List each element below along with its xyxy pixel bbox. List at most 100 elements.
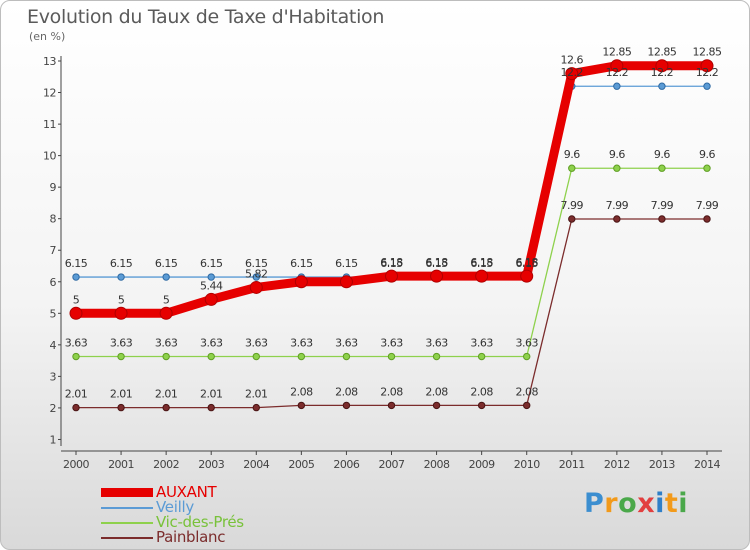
brand-letter: x: [637, 488, 656, 519]
data-point: [252, 352, 260, 361]
data-label: 2.01: [65, 388, 88, 401]
data-point: [249, 280, 263, 294]
data-point: [430, 269, 444, 283]
data-point: [477, 352, 486, 361]
data-point: [703, 215, 711, 223]
y-tick-label: 5: [50, 307, 57, 320]
legend-swatch: [101, 507, 153, 509]
data-label: 12.6: [561, 54, 584, 67]
data-point: [658, 215, 666, 223]
data-point: [162, 273, 170, 281]
data-label: 5: [163, 293, 170, 306]
data-label: 6.18: [425, 256, 448, 269]
data-point: [387, 401, 396, 410]
y-tick-label: 11: [43, 118, 56, 131]
data-label: 6.15: [155, 257, 178, 270]
data-label: 6.15: [200, 257, 223, 270]
chart-title: Evolution du Taux de Taxe d'Habitation: [27, 6, 385, 28]
data-point: [613, 164, 621, 172]
x-tick-label: 2012: [604, 458, 630, 471]
data-point: [475, 269, 489, 283]
data-point: [117, 273, 125, 281]
data-point: [568, 215, 576, 223]
data-point: [655, 59, 669, 73]
data-point: [162, 352, 170, 361]
data-label: 7.99: [561, 199, 584, 212]
data-point: [72, 352, 80, 361]
data-label: 6.15: [245, 257, 268, 270]
x-tick-label: 2003: [198, 458, 224, 471]
x-tick-label: 2008: [424, 458, 450, 471]
y-tick-label: 7: [50, 244, 57, 257]
x-tick-label: 2011: [559, 458, 585, 471]
data-label: 6.15: [110, 257, 133, 270]
data-label: 9.6: [609, 148, 625, 161]
legend-swatch: [101, 522, 153, 524]
data-label: 2.01: [110, 388, 133, 401]
data-label: 6.15: [65, 257, 88, 270]
x-tick-label: 2009: [469, 458, 495, 471]
legend-label: AUXANT: [156, 483, 217, 501]
x-tick-label: 2001: [108, 458, 134, 471]
data-point: [432, 401, 441, 410]
data-label: 5.82: [245, 267, 268, 280]
data-label: 7.99: [696, 199, 719, 212]
data-label: 5.44: [200, 279, 223, 292]
data-label: 9.6: [699, 148, 715, 161]
brand-letter: i: [655, 488, 665, 519]
data-label: 12.85: [693, 46, 722, 59]
data-point: [703, 164, 711, 172]
data-label: 2.08: [470, 385, 493, 398]
data-point: [613, 215, 621, 223]
data-label: 2.08: [515, 385, 538, 398]
data-point: [117, 403, 125, 412]
data-point: [72, 403, 80, 412]
data-point: [117, 352, 125, 361]
data-label: 3.63: [290, 337, 313, 350]
data-point: [342, 352, 351, 361]
data-point: [432, 352, 441, 361]
data-label: 2.01: [155, 388, 178, 401]
data-label: 3.63: [200, 337, 223, 350]
y-tick-label: 6: [50, 276, 57, 289]
data-point: [252, 273, 260, 281]
data-point: [204, 292, 218, 306]
data-point: [72, 273, 80, 281]
data-label: 12.2: [696, 66, 719, 79]
data-point: [523, 352, 531, 361]
x-tick-label: 2007: [379, 458, 405, 471]
y-tick-label: 9: [50, 181, 57, 194]
data-label: 6.15: [425, 257, 448, 270]
data-point: [477, 401, 486, 410]
legend-swatch: [101, 488, 153, 497]
data-point: [520, 269, 534, 283]
data-label: 3.63: [425, 337, 448, 350]
legend-label: Vic-des-Prés: [156, 513, 244, 531]
data-label: 3.63: [380, 337, 403, 350]
y-tick-label: 10: [43, 150, 56, 163]
data-label: 9.6: [564, 148, 580, 161]
y-tick-label: 3: [50, 370, 57, 383]
data-label: 6.15: [380, 257, 403, 270]
data-label: 5: [73, 293, 80, 306]
data-point: [339, 275, 353, 289]
x-tick-label: 2013: [649, 458, 675, 471]
data-point: [69, 306, 83, 320]
data-label: 3.63: [515, 337, 538, 350]
data-point: [658, 82, 666, 90]
data-label: 12.2: [651, 66, 674, 79]
data-label: 6.18: [515, 256, 538, 269]
data-label: 3.63: [65, 337, 88, 350]
data-label: 2.08: [335, 385, 358, 398]
data-label: 12.2: [561, 66, 584, 79]
data-label: 2.08: [290, 385, 313, 398]
legend-label: Veilly: [156, 498, 194, 516]
data-label: 7.99: [606, 199, 629, 212]
data-point: [162, 403, 170, 412]
series-line: [75, 85, 708, 278]
data-point: [385, 269, 398, 283]
x-tick-label: 2004: [243, 458, 269, 471]
unit-label: (en %): [29, 30, 66, 43]
data-label: 12.85: [647, 46, 676, 59]
data-point: [159, 306, 173, 320]
